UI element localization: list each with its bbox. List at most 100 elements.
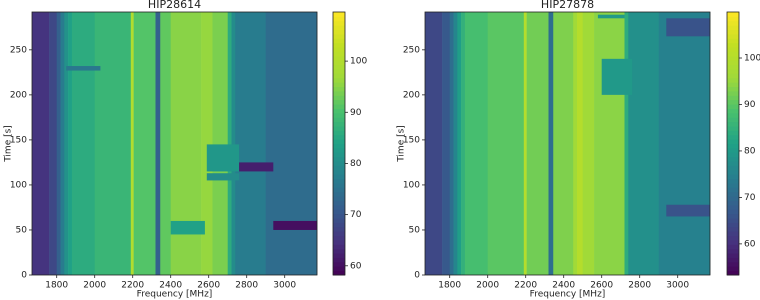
axes-frame <box>424 11 711 276</box>
heatmap-patch <box>239 162 274 172</box>
heatmap-column <box>201 12 213 275</box>
colorbar-frame <box>332 11 346 276</box>
colorbar-segment <box>727 209 739 215</box>
colorbar-segment <box>333 104 345 109</box>
heatmap-column <box>628 12 659 275</box>
colorbar-segment <box>727 156 739 162</box>
colorbar-segment <box>333 209 345 215</box>
colorbar-segment <box>333 73 345 79</box>
colorbar-segment <box>727 25 739 31</box>
colorbar-segment <box>727 165 739 171</box>
heatmap-column <box>56 12 61 275</box>
colorbar-segment <box>333 239 345 245</box>
colorbar-segment <box>333 29 345 35</box>
colorbar-tick-label: 80 <box>350 159 362 169</box>
heatmap-column <box>235 12 266 275</box>
colorbar-segment <box>727 253 739 258</box>
heatmap-column <box>457 12 462 275</box>
colorbar-segment <box>727 95 739 101</box>
y-tick-label: 250 <box>10 45 27 55</box>
colorbar-segment <box>333 187 345 193</box>
colorbar-segment <box>333 108 345 114</box>
colorbar-segment <box>727 64 739 70</box>
colorbar-segment <box>333 152 345 158</box>
colorbar-segment <box>333 178 345 184</box>
colorbar-segment <box>333 143 345 149</box>
x-tick-label: 2200 <box>514 281 537 291</box>
colorbar-segment <box>727 33 739 39</box>
colorbar-segment <box>333 68 345 74</box>
colorbar-segment <box>333 134 345 140</box>
colorbar-segment <box>727 90 739 96</box>
colorbar-segment <box>727 270 739 276</box>
colorbar-segment <box>333 95 345 101</box>
colorbar-segment <box>333 266 345 272</box>
colorbar-segment <box>727 239 739 245</box>
heatmap-column <box>160 12 171 275</box>
colorbar-segment <box>333 174 345 180</box>
colorbar-segment <box>333 226 345 232</box>
heatmap-patch <box>66 66 101 71</box>
heatmap-column <box>548 12 554 275</box>
colorbar-tick-label: 80 <box>744 146 756 156</box>
colorbar-segment <box>333 38 345 44</box>
heatmap-column <box>453 12 458 275</box>
colorbar-segment <box>333 235 345 241</box>
colorbar-segment <box>727 73 739 79</box>
x-tick-label: 1800 <box>438 281 461 291</box>
colorbar-segment <box>333 248 345 254</box>
colorbar-segment <box>333 200 345 206</box>
colorbar-segment <box>333 99 345 105</box>
colorbar-segment <box>727 117 739 123</box>
colorbar-segment <box>727 147 739 153</box>
colorbar-segment <box>727 218 739 223</box>
y-tick-label: 0 <box>21 271 27 281</box>
heatmap-column <box>553 12 574 275</box>
heatmap-column <box>526 12 549 275</box>
colorbar-segment <box>727 68 739 74</box>
colorbar-segment <box>333 47 345 52</box>
colorbar-segment <box>333 196 345 201</box>
colorbar-segment <box>333 191 345 197</box>
colorbar-segment <box>333 253 345 258</box>
colorbar-segment <box>727 182 739 188</box>
colorbar-segment <box>727 108 739 114</box>
colorbar-tick-label: 100 <box>744 54 760 64</box>
heatmap-column <box>449 12 454 275</box>
colorbar-segment <box>333 257 345 263</box>
colorbar-segment <box>333 204 345 210</box>
heatmap-column <box>133 12 156 275</box>
colorbar-segment <box>727 121 739 127</box>
x-tick-label: 2400 <box>552 281 575 291</box>
heatmap-column <box>212 12 228 275</box>
x-tick-label: 2000 <box>83 281 106 291</box>
colorbar-segment <box>727 161 739 166</box>
colorbar-segment <box>333 244 345 250</box>
chart-title: HIP28614 <box>148 0 201 11</box>
colorbar-segment <box>333 64 345 70</box>
colorbar-segment <box>727 196 739 201</box>
x-tick-label: 2000 <box>476 281 499 291</box>
y-tick-label: 200 <box>10 90 27 100</box>
y-axis-label: Time [s] <box>4 125 14 163</box>
heatmap-column <box>170 12 202 275</box>
y-tick-label: 50 <box>409 225 421 235</box>
colorbar-segment <box>333 165 345 171</box>
heatmap-column <box>94 12 132 275</box>
colorbar-segment <box>333 270 345 276</box>
colorbar-segment <box>727 51 739 57</box>
colorbar-segment <box>333 222 345 228</box>
colorbar-segment <box>727 143 739 149</box>
colorbar-segment <box>333 156 345 162</box>
colorbar-segment <box>727 257 739 263</box>
colorbar-segment <box>727 29 739 35</box>
x-axis-label: Frequency [MHz] <box>137 290 213 300</box>
heatmap-column <box>68 12 73 275</box>
y-tick-label: 50 <box>16 225 28 235</box>
colorbar-segment <box>727 12 739 17</box>
colorbar-segment <box>333 218 345 223</box>
heatmap-patch <box>597 14 625 19</box>
heatmap-column <box>624 12 629 275</box>
colorbar-segment <box>333 147 345 153</box>
heatmap-patch <box>666 18 710 37</box>
